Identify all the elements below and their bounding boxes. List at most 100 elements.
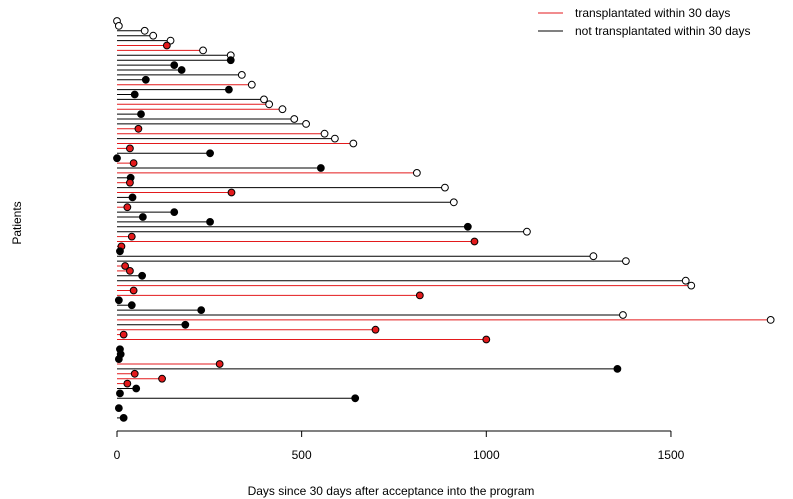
censored-marker bbox=[441, 183, 449, 192]
patient-row bbox=[113, 154, 121, 163]
patient-row bbox=[117, 335, 491, 344]
x-tick-label: 1000 bbox=[473, 448, 500, 462]
patient-row bbox=[117, 75, 150, 84]
patient-row bbox=[117, 144, 134, 153]
censored-marker bbox=[302, 120, 310, 128]
legend-item: not transplantated within 30 days bbox=[538, 24, 750, 38]
censored-marker bbox=[140, 26, 149, 35]
censored-marker bbox=[589, 252, 598, 261]
patient-row bbox=[117, 330, 128, 339]
event-marker bbox=[170, 61, 179, 69]
event-marker bbox=[127, 301, 136, 310]
patient-row bbox=[117, 222, 472, 231]
patient-row bbox=[117, 105, 287, 114]
patient-row bbox=[117, 124, 143, 133]
patient-row bbox=[117, 31, 158, 40]
event-marker bbox=[371, 325, 380, 334]
event-marker bbox=[141, 75, 150, 84]
patient-row bbox=[117, 110, 145, 118]
event-marker bbox=[119, 330, 128, 339]
patient-row bbox=[117, 183, 449, 192]
patient-row bbox=[117, 66, 186, 74]
event-marker bbox=[226, 56, 235, 65]
event-marker bbox=[114, 296, 123, 305]
event-marker bbox=[130, 369, 139, 378]
censored-marker bbox=[290, 115, 299, 123]
x-tick-label: 1500 bbox=[658, 448, 685, 462]
censored-marker bbox=[523, 227, 531, 236]
patient-row bbox=[117, 169, 421, 177]
patient-row bbox=[116, 247, 124, 256]
patient-row bbox=[117, 374, 166, 383]
censored-marker bbox=[619, 311, 627, 319]
patient-row bbox=[114, 296, 123, 305]
patient-row bbox=[117, 95, 268, 104]
patient-row bbox=[117, 41, 171, 50]
event-marker bbox=[351, 394, 360, 403]
event-marker bbox=[316, 164, 325, 172]
patient-row bbox=[117, 208, 179, 217]
censored-marker bbox=[320, 129, 329, 138]
legend-label: not transplantated within 30 days bbox=[575, 24, 750, 38]
event-marker bbox=[482, 335, 491, 344]
patient-row bbox=[117, 139, 358, 148]
patient-row bbox=[117, 365, 622, 373]
censored-marker bbox=[265, 100, 274, 109]
censored-marker bbox=[114, 22, 123, 30]
event-marker bbox=[116, 247, 124, 256]
censored-marker bbox=[349, 139, 358, 148]
censored-marker bbox=[278, 105, 287, 114]
patient-row bbox=[117, 227, 531, 236]
censored-marker bbox=[687, 281, 696, 290]
patient-row bbox=[117, 232, 136, 241]
event-marker bbox=[123, 379, 132, 388]
patient-row bbox=[117, 316, 775, 324]
patient-row bbox=[117, 301, 136, 310]
patient-row bbox=[117, 198, 458, 207]
censored-marker bbox=[199, 46, 207, 55]
patient-row bbox=[117, 213, 147, 221]
x-axis: 0 500 1000 1500 bbox=[114, 430, 685, 462]
patient-row bbox=[116, 389, 124, 398]
patient-row bbox=[117, 61, 179, 69]
event-marker bbox=[114, 355, 123, 364]
patient-row bbox=[117, 56, 235, 65]
patient-row bbox=[117, 71, 246, 79]
patient-row bbox=[117, 90, 139, 99]
event-marker bbox=[127, 232, 136, 241]
event-marker bbox=[170, 208, 179, 217]
event-marker bbox=[126, 144, 134, 153]
legend-item: transplantated within 30 days bbox=[538, 6, 730, 20]
event-marker bbox=[113, 154, 121, 163]
patient-row bbox=[117, 218, 214, 226]
censored-marker bbox=[621, 257, 630, 266]
event-marker bbox=[177, 66, 186, 74]
event-marker bbox=[128, 193, 137, 202]
event-marker bbox=[613, 365, 622, 373]
patient-row bbox=[117, 193, 137, 202]
event-marker bbox=[129, 286, 138, 295]
event-marker bbox=[137, 110, 145, 118]
censored-marker bbox=[681, 276, 690, 285]
patient-row bbox=[117, 262, 130, 270]
patient-row bbox=[117, 311, 627, 319]
patient-row bbox=[117, 149, 214, 158]
event-marker bbox=[158, 374, 166, 383]
patient-row bbox=[117, 257, 630, 266]
event-marker bbox=[138, 213, 147, 221]
event-marker bbox=[126, 178, 134, 187]
event-marker bbox=[123, 203, 132, 212]
patient-row bbox=[117, 379, 132, 388]
patient-row bbox=[117, 320, 190, 329]
patient-row bbox=[117, 325, 380, 334]
patient-row bbox=[117, 178, 134, 187]
censored-marker bbox=[247, 80, 256, 89]
patient-row bbox=[117, 286, 138, 295]
patient-row bbox=[117, 271, 147, 280]
event-marker bbox=[121, 262, 130, 270]
x-tick-label: 0 bbox=[114, 448, 121, 462]
patient-row bbox=[117, 276, 690, 285]
patient-row bbox=[117, 414, 128, 422]
patient-row bbox=[114, 355, 123, 364]
